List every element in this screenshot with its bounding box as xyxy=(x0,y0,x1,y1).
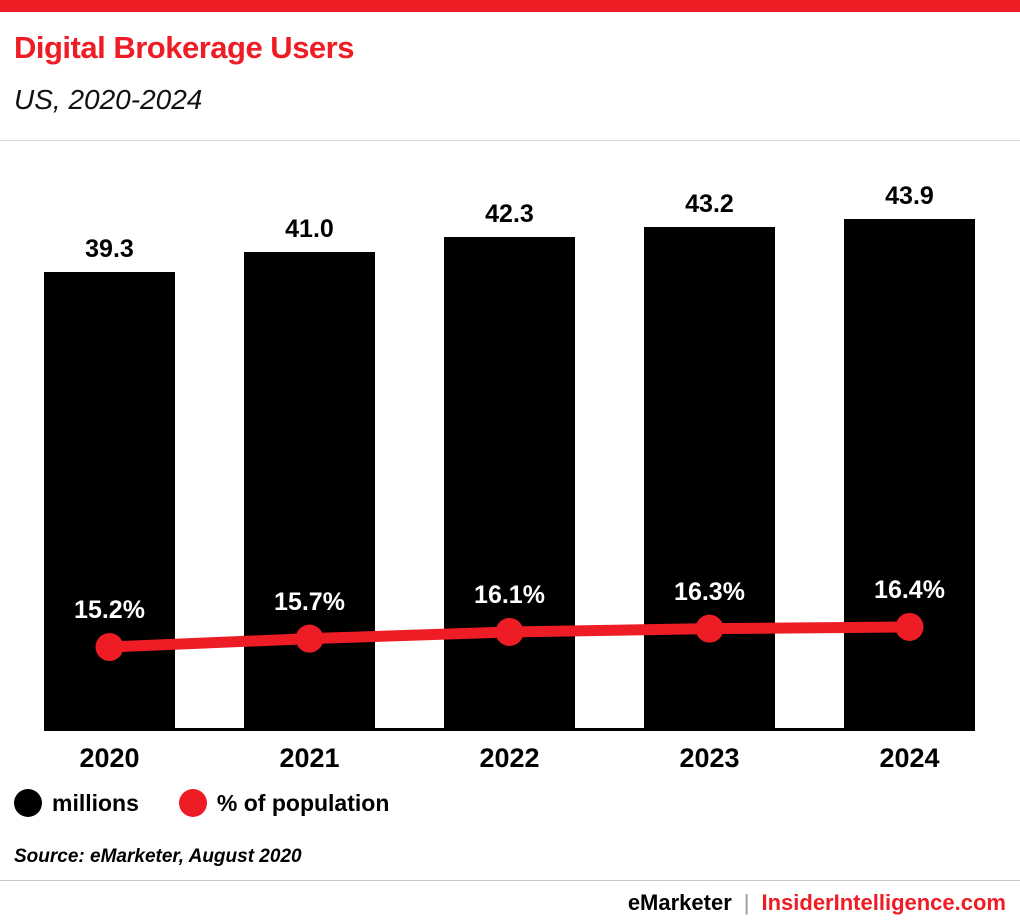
source-note: Source: eMarketer, August 2020 xyxy=(14,846,302,867)
bar-column-2024: 43.9 2024 xyxy=(844,150,975,773)
title-divider xyxy=(0,140,1020,141)
millions-legend-dot-icon xyxy=(14,789,42,817)
pct-label-2024: 16.4% xyxy=(874,575,945,604)
bar-column-2022: 42.3 2022 xyxy=(444,150,575,773)
bar-value-label-2021: 41.0 xyxy=(285,215,334,244)
pct-label-2023: 16.3% xyxy=(674,577,745,606)
brand-topbar xyxy=(0,0,1020,12)
bar-2024 xyxy=(844,218,975,728)
x-axis-label-2023: 2023 xyxy=(679,743,740,773)
bar-column-2020: 39.3 2020 xyxy=(44,150,175,773)
legend-item-millions: millions xyxy=(14,789,139,817)
emarketer-brand: eMarketer xyxy=(627,890,732,915)
bar-2020 xyxy=(44,272,175,728)
pct-label-2021: 15.7% xyxy=(274,587,345,616)
insider-intelligence-brand: InsiderIntelligence.com xyxy=(761,890,1006,915)
legend-label-millions: millions xyxy=(52,789,139,816)
x-axis-label-2021: 2021 xyxy=(279,743,340,773)
x-axis-label-2022: 2022 xyxy=(479,743,540,773)
legend-label-population: % of population xyxy=(216,789,390,816)
bar-2021 xyxy=(244,252,375,728)
brand-footer: eMarketer | InsiderIntelligence.com xyxy=(0,880,1020,916)
legend: millions % of population xyxy=(14,789,389,817)
legend-item-population: % of population xyxy=(178,789,390,817)
pct-label-2020: 15.2% xyxy=(74,596,145,625)
bar-column-2023: 43.2 2023 xyxy=(644,150,775,773)
pct-label-2022: 16.1% xyxy=(474,580,545,609)
bar-column-2021: 41.0 2021 xyxy=(244,150,375,773)
chart-title: Digital Brokerage Users xyxy=(14,30,354,65)
bar-chart-plot: 39.3 2020 41.0 2021 42.3 2022 43.2 2023 43.9 2024… xyxy=(44,150,975,773)
bar-value-label-2024: 43.9 xyxy=(885,181,934,210)
bar-2023 xyxy=(644,226,775,728)
brand-separator: | xyxy=(743,890,750,915)
bar-value-label-2020: 39.3 xyxy=(85,235,134,264)
population-legend-dot-icon xyxy=(178,789,207,817)
bar-value-label-2022: 42.3 xyxy=(485,200,534,229)
bar-value-label-2023: 43.2 xyxy=(685,189,734,218)
bar-2022 xyxy=(444,237,575,728)
chart-subtitle: US, 2020-2024 xyxy=(14,84,203,115)
x-axis-label-2020: 2020 xyxy=(79,743,140,773)
x-axis-label-2024: 2024 xyxy=(879,743,940,773)
